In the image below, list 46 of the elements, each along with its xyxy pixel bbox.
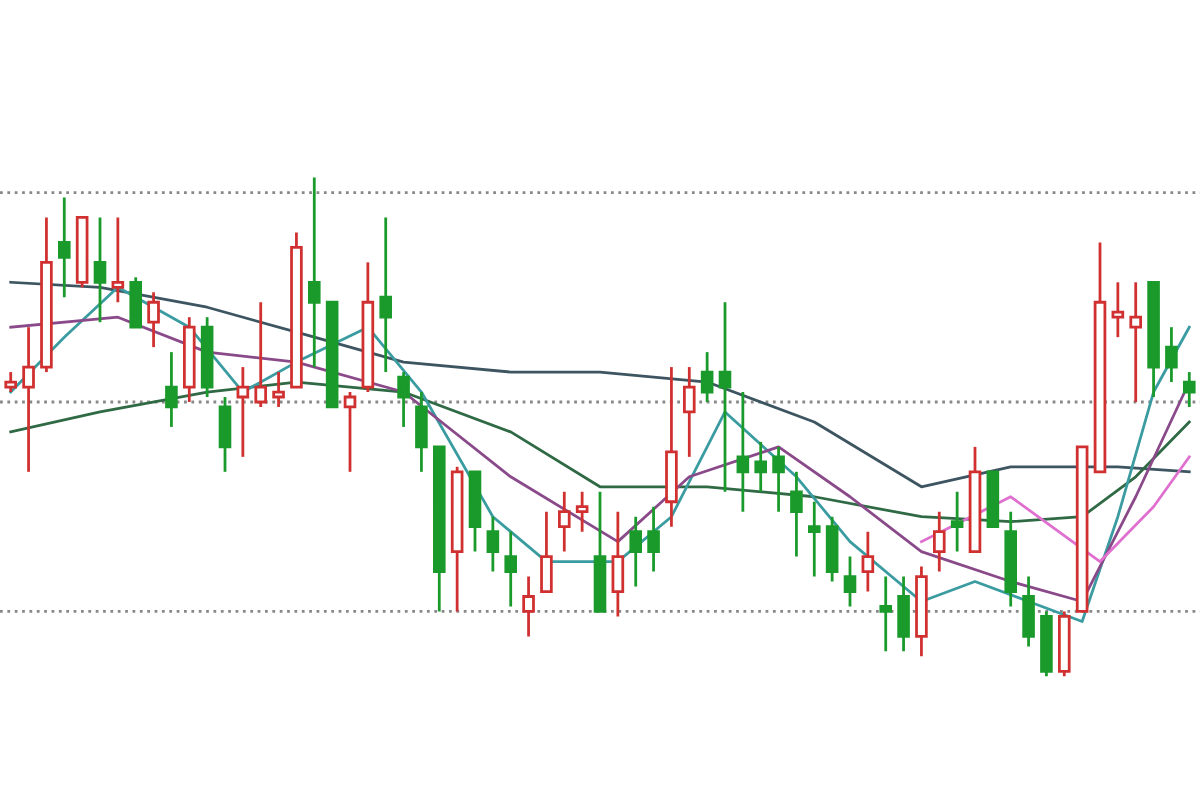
candlestick <box>111 216 125 304</box>
candlestick <box>736 390 750 514</box>
candlestick <box>93 216 107 324</box>
candlestick <box>1111 280 1125 339</box>
candlestick <box>379 216 393 374</box>
candlestick <box>272 370 285 409</box>
candlestick <box>397 370 410 429</box>
candlestick <box>647 505 660 573</box>
candlestick <box>236 365 250 459</box>
candlestick <box>772 445 785 514</box>
candlestick <box>522 575 535 638</box>
candlestick <box>611 510 625 618</box>
candlestick <box>129 275 143 329</box>
candlestick <box>343 390 357 474</box>
candlestick <box>557 490 571 554</box>
candlestick <box>629 515 643 588</box>
candlestick <box>575 490 589 534</box>
candlestick <box>879 575 893 653</box>
candlestick <box>22 325 35 474</box>
candlestick <box>1129 280 1143 404</box>
candlestick <box>4 370 18 394</box>
candlestick <box>540 510 553 593</box>
candlestick <box>932 510 946 573</box>
candlestick <box>950 490 964 554</box>
candlestick <box>682 365 696 459</box>
candlestick <box>218 395 232 474</box>
candlestick <box>897 575 910 653</box>
candlestick <box>57 196 71 299</box>
candlestick <box>1022 575 1035 648</box>
candlestick <box>718 300 732 494</box>
candlestick <box>843 555 857 608</box>
candlestick <box>1165 325 1178 384</box>
candlestick <box>825 515 839 583</box>
candlestick <box>307 176 321 369</box>
candlestick <box>807 500 821 578</box>
candlestick <box>700 350 714 404</box>
candlestick <box>754 440 768 494</box>
candlestick <box>504 530 518 608</box>
candlestick <box>486 515 500 573</box>
candlestick <box>861 530 875 593</box>
candlestick <box>254 300 268 409</box>
candlestick <box>147 290 160 349</box>
candlestick <box>415 390 428 474</box>
candlestick <box>165 350 178 429</box>
candlestick <box>1182 370 1196 409</box>
candlestick <box>790 470 803 558</box>
